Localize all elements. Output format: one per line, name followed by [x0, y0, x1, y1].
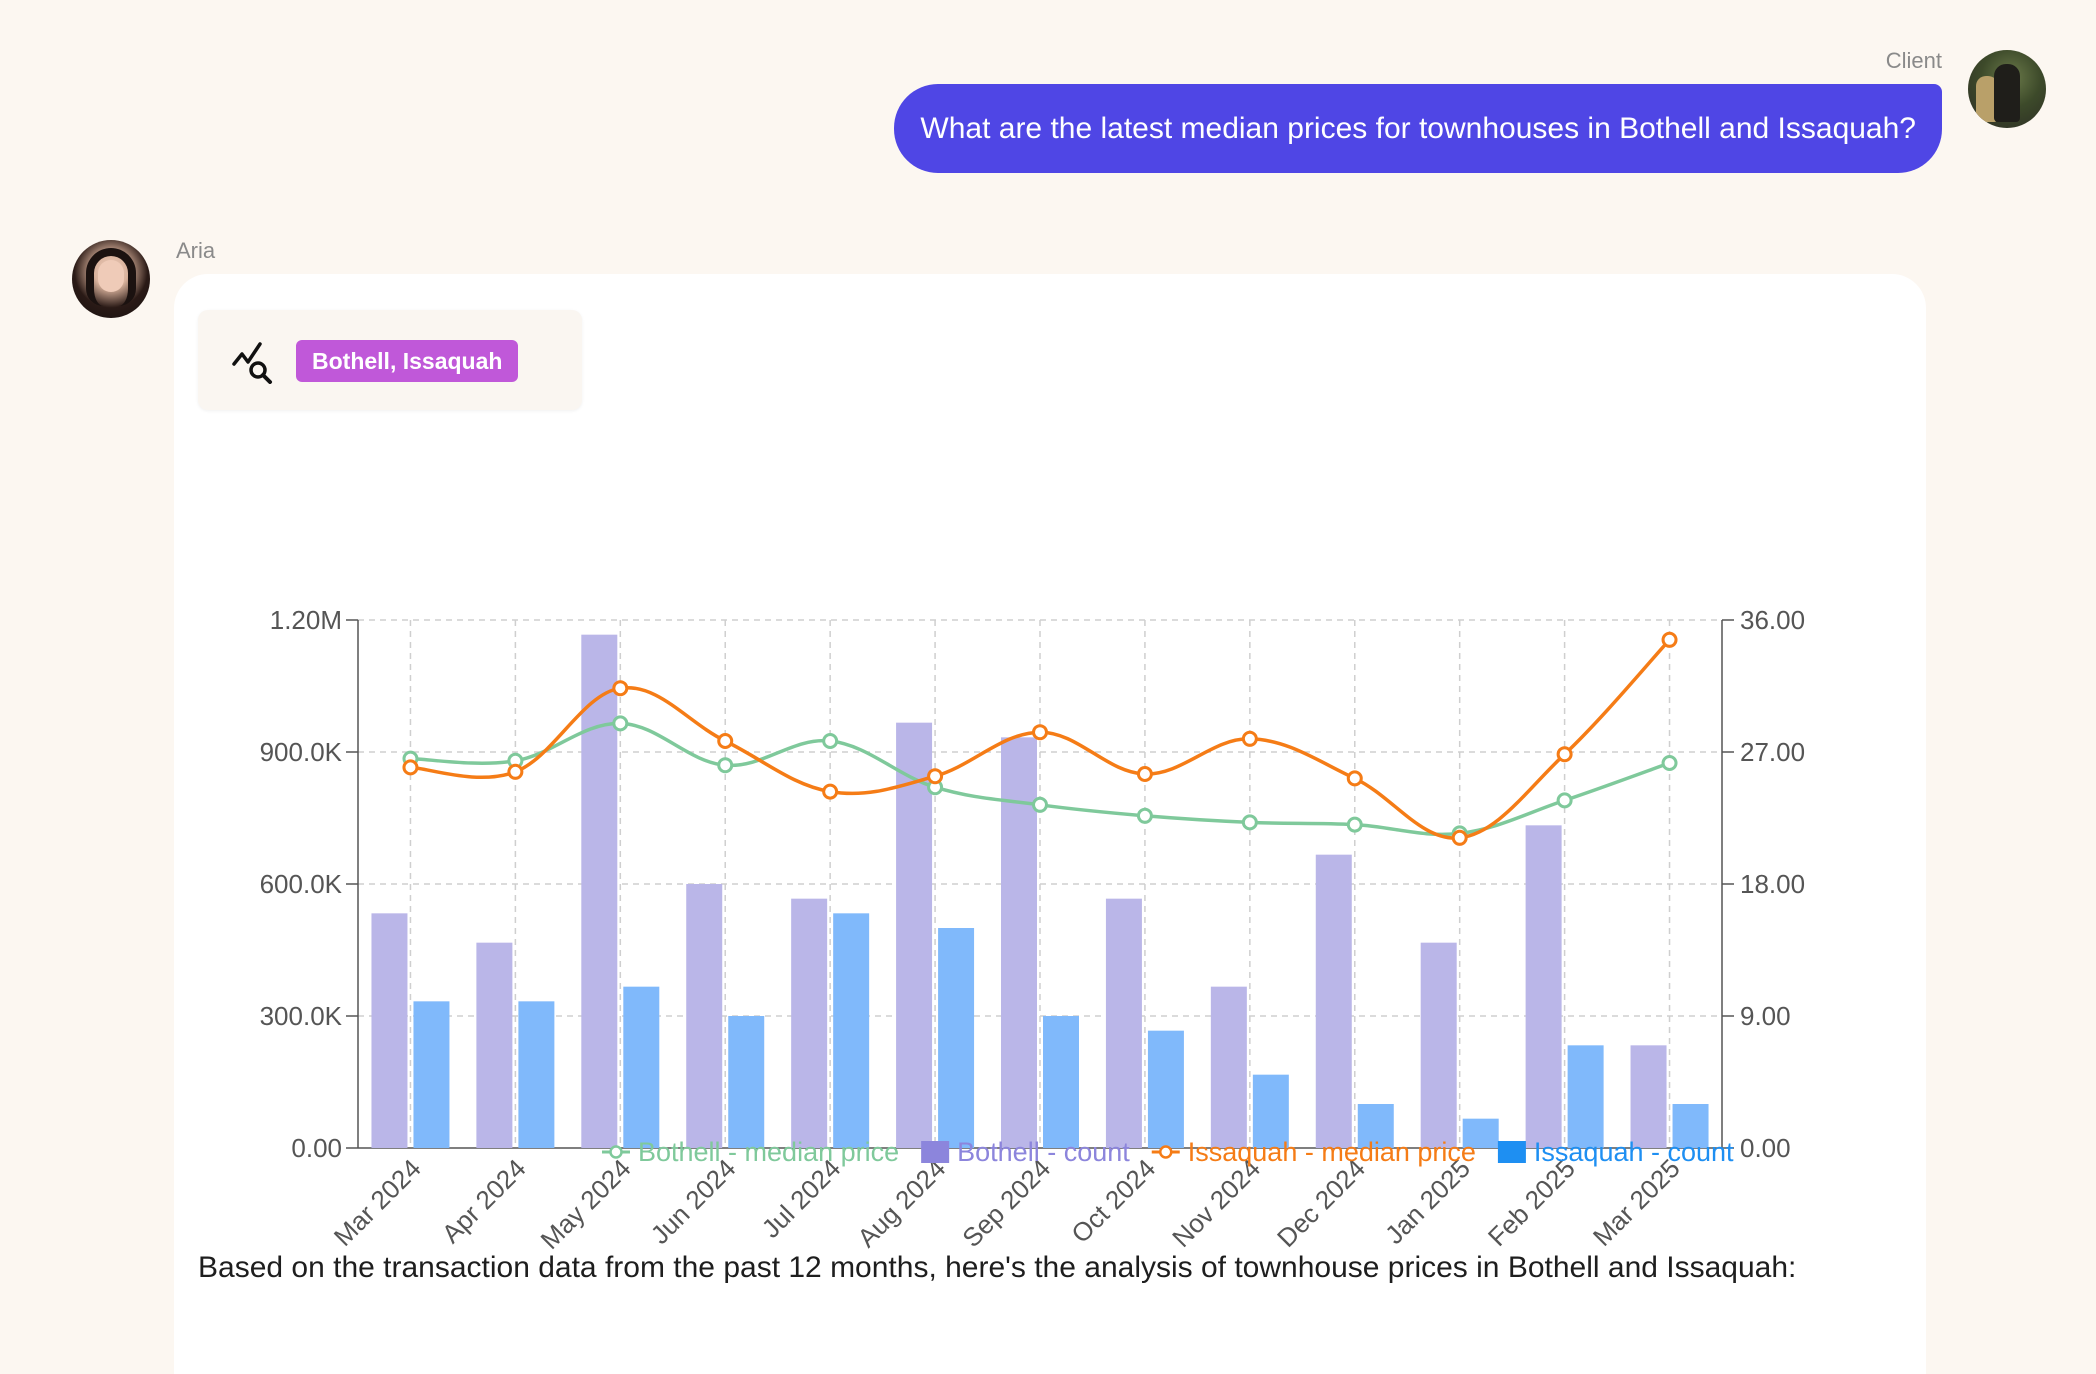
bar-bothell-count	[476, 942, 513, 1148]
bar-issaquah-count	[518, 1001, 555, 1148]
legend-marker-bothell-median-price	[609, 1145, 623, 1159]
x-tick-label: Jun 2024	[645, 1153, 742, 1250]
point-bothell-median-price	[1136, 807, 1153, 824]
right-axis-tick-label: 9.00	[1740, 1001, 1791, 1031]
bar-bothell-count	[1210, 986, 1247, 1148]
point-bothell-median-price	[1032, 796, 1048, 813]
assistant-message-card: Bothell, Issaquah 0.00 0.00 300.0K 9.00 600.…	[174, 274, 1926, 1374]
bar-bothell-count	[371, 913, 408, 1148]
x-tick-label: Feb 2025	[1482, 1153, 1581, 1252]
x-tick-label: Nov 2024	[1166, 1153, 1266, 1253]
point-issaquah-median-price	[1241, 730, 1258, 747]
x-tick-label: Dec 2024	[1271, 1153, 1371, 1253]
bar-bothell-count	[686, 884, 723, 1148]
right-axis-tick-label: 0.00	[1740, 1133, 1791, 1163]
bar-bothell-count	[1001, 737, 1037, 1148]
legend-label-issaquah-count: Issaquah - count	[1534, 1137, 1734, 1167]
legend-label-bothell-count: Bothell - count	[957, 1137, 1130, 1167]
bar-bothell-count	[791, 898, 828, 1148]
point-bothell-median-price	[1346, 816, 1363, 833]
legend-label-issaquah-median-price: Issaquah - median price	[1188, 1137, 1476, 1167]
bar-bothell-count	[896, 722, 933, 1148]
x-tick-label: Mar 2024	[328, 1153, 427, 1252]
avatar-figure	[1994, 64, 2020, 122]
bar-bothell-count	[581, 634, 618, 1148]
bar-issaquah-count	[1567, 1045, 1604, 1148]
bar-issaquah-count	[1462, 1118, 1499, 1148]
bar-bothell-count	[1525, 825, 1562, 1148]
point-bothell-median-price	[717, 757, 734, 774]
x-tick-label: Apr 2024	[436, 1153, 532, 1249]
left-axis-tick-label: 0.00	[291, 1133, 342, 1163]
point-issaquah-median-price	[1661, 631, 1678, 648]
point-issaquah-median-price	[1451, 829, 1468, 846]
bar-issaquah-count	[413, 1001, 450, 1148]
bar-issaquah-count	[1252, 1074, 1289, 1148]
point-bothell-median-price	[822, 733, 839, 749]
client-name: Client	[1885, 48, 1942, 73]
point-issaquah-median-price	[612, 680, 629, 697]
point-bothell-median-price	[1661, 755, 1678, 771]
bar-bothell-count	[1630, 1045, 1667, 1148]
user-message-text: What are the latest median prices for to…	[920, 111, 1916, 145]
answer-text: Based on the transaction data from the p…	[198, 1251, 1797, 1284]
avatar-face	[98, 260, 124, 292]
legend-marker-issaquah-median-price	[1159, 1145, 1173, 1159]
point-issaquah-median-price	[1136, 766, 1153, 782]
x-tick-label: Oct 2024	[1065, 1153, 1161, 1249]
point-bothell-median-price	[1556, 792, 1573, 809]
bar-bothell-count	[1105, 898, 1142, 1148]
assistant-avatar[interactable]	[72, 240, 150, 318]
left-axis-tick-label: 600.0K	[260, 869, 343, 899]
assistant-name: Aria	[176, 238, 216, 263]
user-message-bubble: What are the latest median prices for to…	[894, 84, 1942, 173]
point-issaquah-median-price	[717, 733, 734, 749]
point-issaquah-median-price	[507, 763, 524, 780]
point-bothell-median-price	[612, 715, 629, 732]
x-tick-label: Mar 2025	[1587, 1153, 1686, 1252]
bar-issaquah-count	[1672, 1104, 1709, 1148]
legend-swatch-issaquah-count	[1497, 1141, 1526, 1163]
avatar-hair	[86, 248, 136, 306]
x-tick-label: Sep 2024	[956, 1153, 1056, 1253]
point-bothell-median-price	[1241, 814, 1258, 831]
point-issaquah-median-price	[402, 759, 419, 776]
bar-issaquah-count	[623, 986, 660, 1148]
chart-search-icon	[232, 342, 272, 384]
client-avatar[interactable]	[1968, 50, 2046, 128]
query-tag-box: Bothell, Issaquah	[198, 310, 582, 410]
left-axis-tick-label: 900.0K	[260, 737, 343, 767]
x-tick-label: Aug 2024	[851, 1153, 951, 1253]
price-count-chart: 0.00 0.00 300.0K 9.00 600.0K 18.00 900.0K 27.00…	[260, 605, 1805, 1255]
bar-issaquah-count	[728, 1016, 765, 1148]
bar-bothell-count	[1315, 854, 1352, 1148]
left-axis-tick-label: 300.0K	[260, 1001, 343, 1031]
point-issaquah-median-price	[822, 783, 839, 800]
location-tag[interactable]: Bothell, Issaquah	[296, 340, 519, 382]
legend-swatch-bothell-count	[921, 1141, 950, 1163]
bar-issaquah-count	[833, 913, 870, 1148]
point-issaquah-median-price	[1556, 746, 1573, 763]
bar-issaquah-count	[938, 928, 975, 1148]
right-axis-tick-label: 18.00	[1740, 869, 1805, 899]
right-axis-tick-label: 27.00	[1740, 737, 1805, 767]
right-axis-tick-label: 36.00	[1740, 605, 1805, 635]
legend-label-bothell-median-price: Bothell - median price	[638, 1137, 899, 1167]
point-issaquah-median-price	[927, 768, 944, 785]
left-axis-tick-label: 1.20M	[270, 605, 342, 635]
point-issaquah-median-price	[1346, 770, 1363, 787]
bar-issaquah-count	[1147, 1030, 1184, 1148]
bar-issaquah-count	[1043, 1016, 1079, 1148]
bar-issaquah-count	[1357, 1104, 1394, 1148]
x-tick-label: Jan 2025	[1379, 1153, 1476, 1250]
point-issaquah-median-price	[1032, 724, 1048, 741]
avatar-figure	[1976, 76, 1998, 122]
bar-bothell-count	[1420, 942, 1457, 1148]
